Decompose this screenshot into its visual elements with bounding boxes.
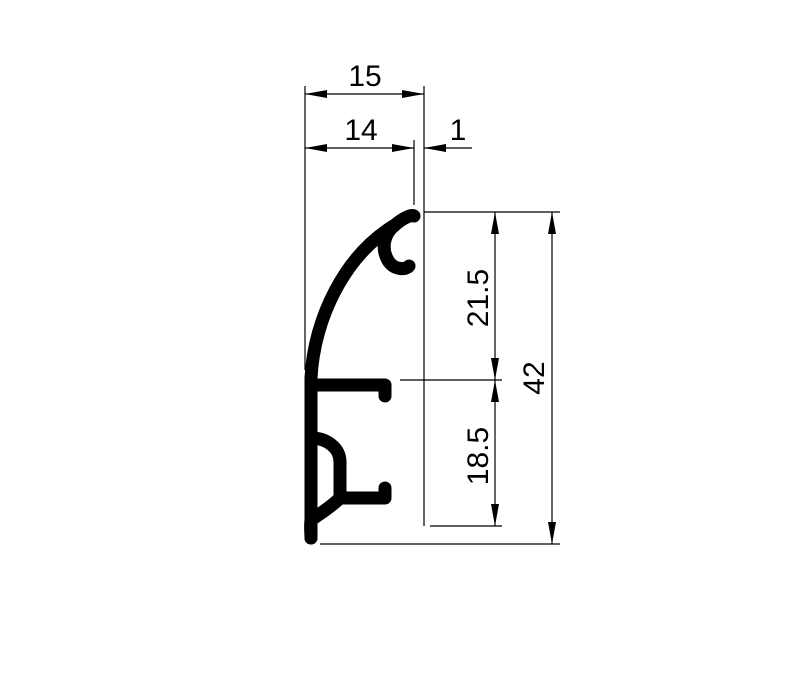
- dim-label-14: 14: [344, 114, 377, 147]
- dim-label-1: 1: [450, 114, 467, 147]
- dim-label-18-5: 18.5: [462, 427, 495, 485]
- top-dimensions: [304, 86, 472, 370]
- dim-label-42: 42: [518, 361, 551, 394]
- dim-label-21-5: 21.5: [462, 269, 495, 327]
- right-dimensions: [320, 211, 560, 545]
- dim-label-15: 15: [348, 60, 381, 93]
- aluminium-profile-shape: [304, 209, 421, 545]
